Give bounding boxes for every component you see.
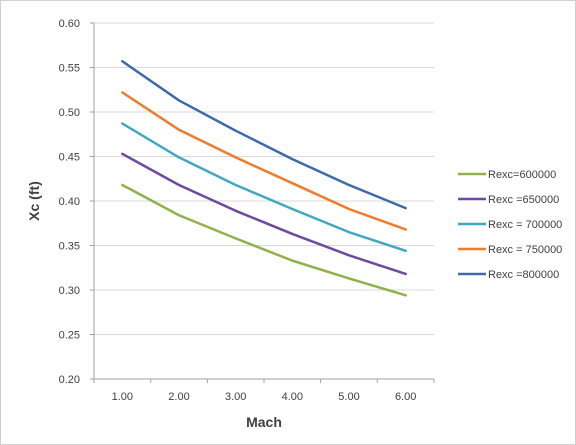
legend-label-2: Rexc =650000 xyxy=(488,194,559,206)
series-line-5 xyxy=(121,60,407,210)
y-tick-label: 0.50 xyxy=(59,107,80,119)
series-line-4 xyxy=(121,91,407,231)
x-tick-label: 4.00 xyxy=(282,391,303,403)
legend-label-1: Rexc=600000 xyxy=(488,169,556,181)
y-axis-title: Xc (ft) xyxy=(26,181,42,221)
legend-label-5: Rexc =800000 xyxy=(488,269,559,281)
y-tick-label: 0.40 xyxy=(59,196,80,208)
series-line-1 xyxy=(121,183,407,297)
y-tick-label: 0.55 xyxy=(59,63,80,75)
x-tick-label: 3.00 xyxy=(225,391,246,403)
x-tick-label: 1.00 xyxy=(112,391,133,403)
x-tick-label: 5.00 xyxy=(338,391,359,403)
series-line-3 xyxy=(121,122,407,253)
y-tick-label: 0.45 xyxy=(59,152,80,164)
legend-label-3: Rexc = 700000 xyxy=(488,219,562,231)
legend: Rexc=600000 Rexc =650000 Rexc = 700000 Rexc… xyxy=(458,169,562,281)
x-tick-label: 6.00 xyxy=(395,391,416,403)
y-tick-label: 0.20 xyxy=(59,374,80,386)
y-tick-label: 0.60 xyxy=(59,18,80,30)
x-tick-label: 2.00 xyxy=(168,391,189,403)
series-layer xyxy=(121,60,407,297)
legend-label-4: Rexc = 750000 xyxy=(488,244,562,256)
y-tick-label: 0.25 xyxy=(59,330,80,342)
y-tick-label: 0.35 xyxy=(59,241,80,253)
x-axis-title: Mach xyxy=(246,414,282,430)
tick-layer: 0.20 0.25 0.30 0.35 0.40 0.45 0.50 0.55 0.60 1.00… xyxy=(59,18,435,403)
y-tick-label: 0.30 xyxy=(59,285,80,297)
series-line-2 xyxy=(121,152,407,276)
